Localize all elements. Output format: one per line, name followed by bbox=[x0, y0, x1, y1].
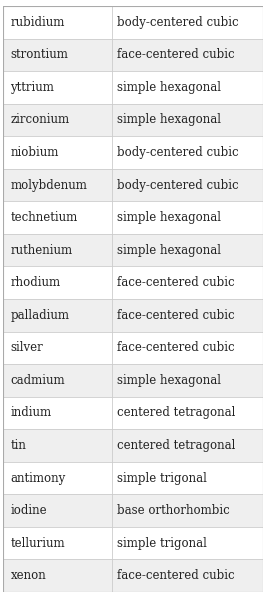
Bar bbox=[3, 299, 263, 331]
Text: xenon: xenon bbox=[10, 569, 46, 582]
Text: molybdenum: molybdenum bbox=[10, 179, 87, 191]
Text: zirconium: zirconium bbox=[10, 114, 70, 126]
Text: body-centered cubic: body-centered cubic bbox=[117, 16, 239, 29]
Text: face-centered cubic: face-centered cubic bbox=[117, 276, 235, 289]
Text: indium: indium bbox=[10, 407, 52, 419]
Text: rubidium: rubidium bbox=[10, 16, 65, 29]
Text: rhodium: rhodium bbox=[10, 276, 61, 289]
Bar bbox=[3, 331, 263, 364]
Bar bbox=[3, 202, 263, 234]
Text: centered tetragonal: centered tetragonal bbox=[117, 407, 236, 419]
Bar bbox=[3, 71, 263, 103]
Bar bbox=[3, 560, 263, 592]
Bar bbox=[3, 136, 263, 169]
Bar bbox=[3, 234, 263, 267]
Bar bbox=[3, 103, 263, 136]
Text: face-centered cubic: face-centered cubic bbox=[117, 569, 235, 582]
Text: silver: silver bbox=[10, 341, 43, 355]
Text: body-centered cubic: body-centered cubic bbox=[117, 146, 239, 159]
Text: niobium: niobium bbox=[10, 146, 59, 159]
Text: simple hexagonal: simple hexagonal bbox=[117, 114, 221, 126]
Text: ruthenium: ruthenium bbox=[10, 243, 73, 257]
Text: tellurium: tellurium bbox=[10, 536, 65, 550]
Text: yttrium: yttrium bbox=[10, 81, 54, 94]
Text: face-centered cubic: face-centered cubic bbox=[117, 48, 235, 62]
Text: centered tetragonal: centered tetragonal bbox=[117, 439, 236, 452]
Bar bbox=[3, 429, 263, 462]
Bar bbox=[3, 495, 263, 527]
Text: simple hexagonal: simple hexagonal bbox=[117, 81, 221, 94]
Text: simple hexagonal: simple hexagonal bbox=[117, 243, 221, 257]
Bar bbox=[3, 6, 263, 38]
Text: antimony: antimony bbox=[10, 472, 66, 484]
Text: technetium: technetium bbox=[10, 211, 78, 224]
Text: iodine: iodine bbox=[10, 504, 47, 517]
Text: simple trigonal: simple trigonal bbox=[117, 536, 207, 550]
Bar bbox=[3, 462, 263, 495]
Text: face-centered cubic: face-centered cubic bbox=[117, 309, 235, 322]
Text: palladium: palladium bbox=[10, 309, 69, 322]
Text: cadmium: cadmium bbox=[10, 374, 65, 387]
Text: face-centered cubic: face-centered cubic bbox=[117, 341, 235, 355]
Bar bbox=[3, 38, 263, 71]
Text: tin: tin bbox=[10, 439, 26, 452]
Text: simple trigonal: simple trigonal bbox=[117, 472, 207, 484]
Text: base orthorhombic: base orthorhombic bbox=[117, 504, 230, 517]
Bar bbox=[3, 169, 263, 202]
Text: simple hexagonal: simple hexagonal bbox=[117, 374, 221, 387]
Bar bbox=[3, 267, 263, 299]
Text: simple hexagonal: simple hexagonal bbox=[117, 211, 221, 224]
Text: strontium: strontium bbox=[10, 48, 68, 62]
Text: body-centered cubic: body-centered cubic bbox=[117, 179, 239, 191]
Bar bbox=[3, 527, 263, 560]
Bar bbox=[3, 396, 263, 429]
Bar bbox=[3, 364, 263, 396]
